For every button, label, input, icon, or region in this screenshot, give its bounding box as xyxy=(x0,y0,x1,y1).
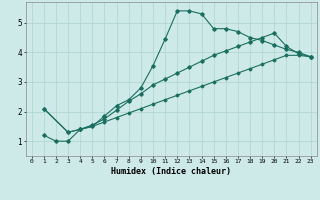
X-axis label: Humidex (Indice chaleur): Humidex (Indice chaleur) xyxy=(111,167,231,176)
